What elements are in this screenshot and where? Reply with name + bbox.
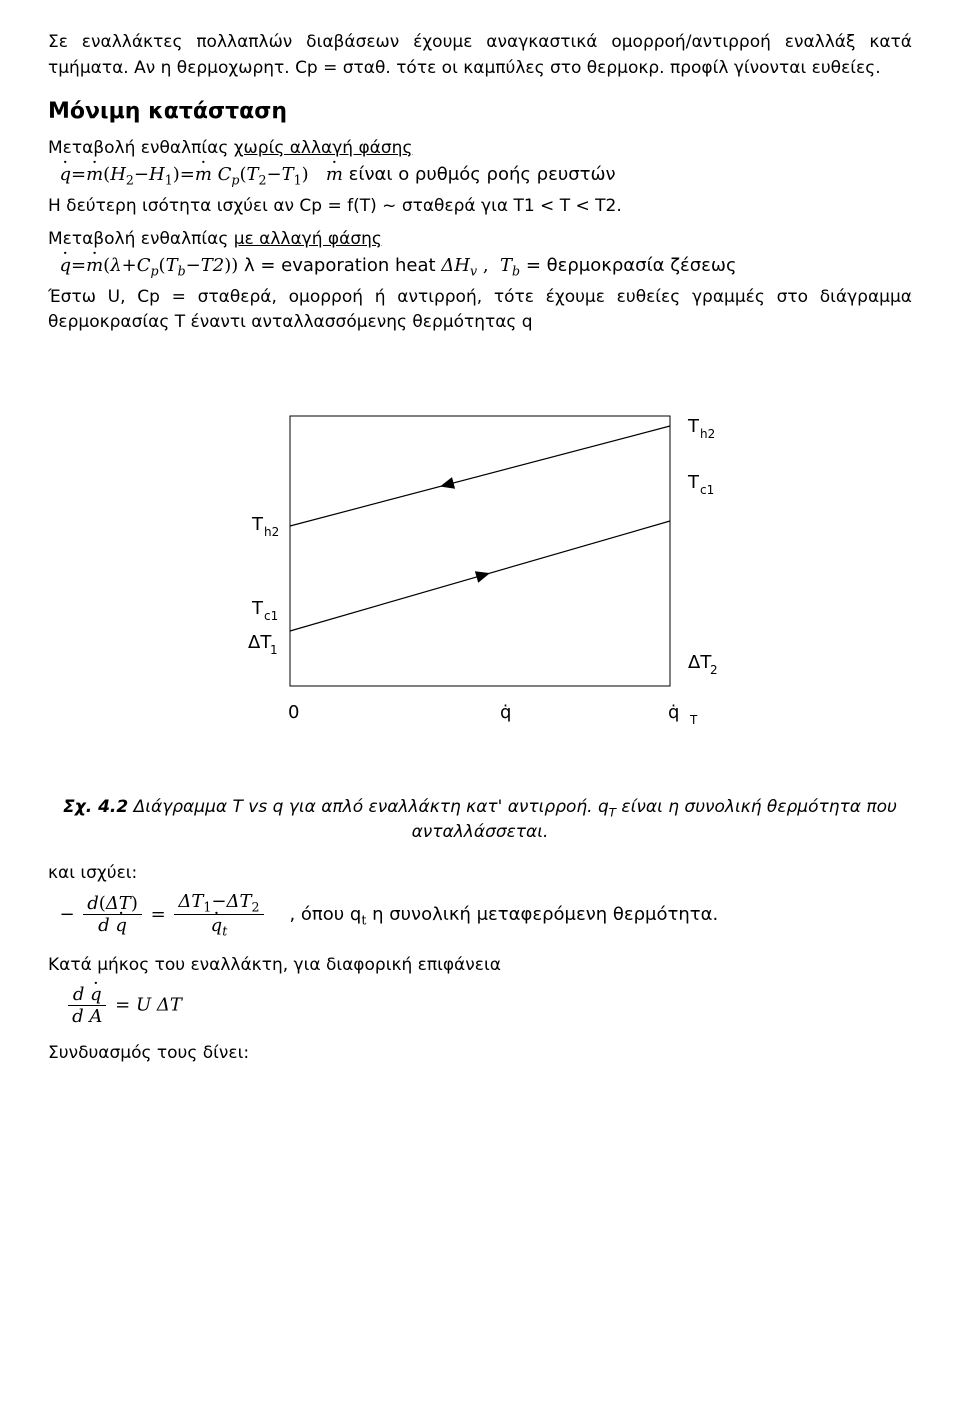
equation-2: q=m(λ+Cp(Tb−T2)) λ = evaporation heat ΔH… xyxy=(48,255,912,279)
equation-3: − d(ΔT) d q = ΔT1−ΔT2 qt , όπου qt η συν… xyxy=(48,891,912,939)
eq1-after: Η δεύτερη ισότητα ισχύει αν Cp = f(T) ~ … xyxy=(48,194,912,220)
svg-text:c1: c1 xyxy=(264,609,278,623)
svg-text:1: 1 xyxy=(270,643,278,657)
equation-4: d q d A = U ΔT xyxy=(48,984,912,1027)
heading-steady-state: Μόνιμη κατάσταση xyxy=(48,99,912,124)
figure-4-2: Th2Tc1ΔT1Th2Tc1ΔT20q̇q̇T xyxy=(48,396,912,736)
eq2-lambda: λ = evaporation heat xyxy=(244,255,441,276)
figure-caption: Σχ. 4.2 Διάγραμμα Τ vs q για απλό εναλλά… xyxy=(48,796,912,845)
svg-text:h2: h2 xyxy=(264,525,279,539)
svg-text:ΔT: ΔT xyxy=(248,632,272,653)
svg-text:T: T xyxy=(687,416,700,437)
svg-text:2: 2 xyxy=(710,663,718,677)
svg-text:T: T xyxy=(687,472,700,493)
combo: Συνδυασμός τους δίνει: xyxy=(48,1041,912,1067)
along-length: Κατά μήκος του εναλλάκτη, για διαφορική … xyxy=(48,953,912,979)
svg-text:T: T xyxy=(251,514,264,535)
svg-text:c1: c1 xyxy=(700,483,714,497)
svg-text:0: 0 xyxy=(288,702,299,723)
eq2-tb: = θερμοκρασία ζέσεως xyxy=(526,255,737,276)
equation-1: q=m(H2−H1)=m Cp(T2−T1) m είναι ο ρυθμός … xyxy=(48,164,912,188)
svg-text:ΔT: ΔT xyxy=(688,652,712,673)
figure-svg: Th2Tc1ΔT1Th2Tc1ΔT20q̇q̇T xyxy=(170,396,790,736)
svg-text:q̇: q̇ xyxy=(500,702,511,723)
subheading-phase: Μεταβολή ενθαλπίας με αλλαγή φάσης xyxy=(48,229,912,249)
svg-text:T: T xyxy=(689,713,698,727)
subheading-no-phase: Μεταβολή ενθαλπίας χωρίς αλλαγή φάσης xyxy=(48,138,912,158)
svg-text:h2: h2 xyxy=(700,427,715,441)
para-after-eq2: Έστω U, Cp = σταθερά, ομορροή ή αντιρροή… xyxy=(48,285,912,336)
intro-paragraph: Σε εναλλάκτες πολλαπλών διαβάσεων έχουμε… xyxy=(48,30,912,81)
svg-text:T: T xyxy=(251,598,264,619)
and-holds: και ισχύει: xyxy=(48,863,912,883)
eq1-explain: είναι ο ρυθμός ροής ρευστών xyxy=(343,164,616,185)
svg-text:q̇: q̇ xyxy=(668,702,679,723)
